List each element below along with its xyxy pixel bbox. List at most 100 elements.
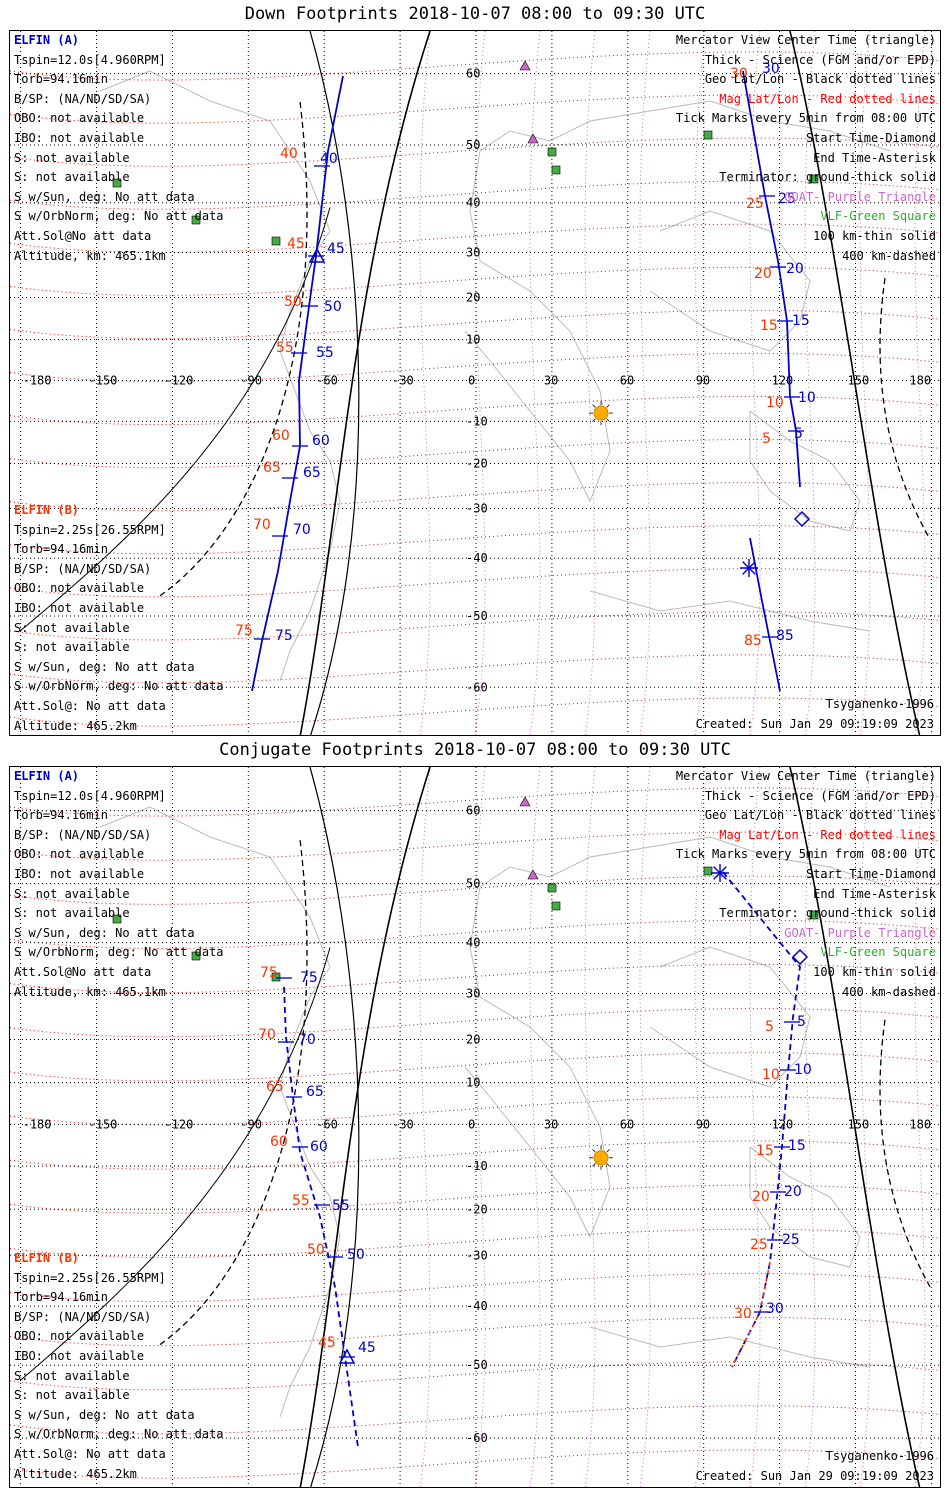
conj-map: -180-150-120-90-60-300306090120150180706… (9, 766, 941, 1488)
mag-lon-line (584, 31, 596, 735)
mag-lon-line (804, 767, 816, 1487)
sun-ray (606, 1148, 610, 1153)
vlf-station-square (112, 178, 122, 188)
mag-lat-line (10, 568, 940, 598)
altitude-400km-curve (159, 101, 308, 597)
mag-lat-line (10, 352, 940, 383)
sat-name-sat_a: ELFIN (A) (14, 769, 80, 783)
elfin-a-mag-label: 55 (276, 340, 294, 356)
legend-item: 100 km-thin solid (813, 964, 936, 979)
coastline (99, 70, 331, 392)
lon-tick-label: 60 (620, 373, 634, 387)
vlf-station-square (703, 130, 713, 140)
elfin-a-mag-label: 75 (260, 965, 278, 981)
info-line: IBO: not available (14, 600, 145, 615)
vlf-station-square (703, 866, 713, 876)
info-line: Tspin=2.25s[26.55RPM] (14, 522, 166, 537)
info-line: S: not available (14, 640, 130, 655)
sun-ray (592, 404, 596, 408)
info-line: S: not available (14, 1388, 130, 1403)
lon-tick-label: -60 (316, 373, 338, 387)
lon-tick-label: -60 (316, 1117, 338, 1131)
elfin-a-mag-label: 70 (258, 1027, 276, 1043)
info-line: S w/OrbNorm, deg: No att data (14, 209, 224, 224)
info-line: Torb=94.16min (14, 808, 108, 823)
elfin-a-time-label: 40 (320, 151, 338, 167)
vlf-station-square (112, 914, 122, 924)
elfin-a-mag-label: 50 (284, 294, 302, 310)
info-line: Tspin=2.25s[26.55RPM] (14, 1270, 166, 1285)
mag-lat-line (10, 919, 940, 949)
mag-lat-line (10, 875, 940, 905)
goat-station-triangle (527, 869, 539, 880)
elfin-a-mag-label: 55 (292, 1193, 310, 1209)
info-line: Altitude: 465.2km (14, 1466, 137, 1481)
elfin-a-time-label: 55 (332, 1198, 350, 1214)
lat-tick-label: -30 (466, 1248, 488, 1262)
lat-tick-label: 30 (466, 245, 480, 259)
elfin-a-mag-label: 45 (318, 1335, 336, 1351)
info-sat_b: ELFIN (B) Tspin=2.25s[26.55RPM] Torb=94.16… (14, 1249, 224, 1484)
elfin-a-mag-label: 50 (307, 1242, 325, 1258)
elfin-a-mag-label: 65 (266, 1079, 284, 1095)
elfin-b-mag-label: 5 (765, 1019, 774, 1035)
legend-item: Terminator: ground-thick solid (719, 170, 936, 185)
info-line: B/SP: (NA/ND/SD/SA) (14, 561, 152, 576)
sat-name-sat_b: ELFIN (B) (14, 503, 80, 517)
mag-lat-line (10, 1361, 940, 1391)
mag-lon-line (584, 767, 596, 1487)
elfin-b-time-label: 30 (762, 61, 780, 77)
lat-tick-label: -20 (466, 1202, 488, 1216)
mag-lat-line (10, 1272, 940, 1303)
elfin-a-time-label: 70 (293, 522, 311, 538)
info-line: B/SP: (NA/ND/SD/SA) (14, 91, 152, 106)
mag-lat-line (10, 697, 940, 727)
mag-lat-line (10, 266, 940, 296)
mag-lon-line (859, 31, 871, 735)
center-time-triangle (338, 1348, 356, 1364)
elfin-a-mag-label: 65 (263, 460, 281, 476)
elfin-b-mag-label: 85 (744, 633, 762, 649)
mag-lon-line (529, 31, 541, 735)
elfin-a-track-west (283, 986, 359, 1448)
elfin-b-time-label: 5 (797, 1014, 806, 1030)
legend-item: Mag Lat/Lon - Red dotted lines (719, 91, 936, 106)
lat-tick-label: 10 (466, 333, 480, 347)
info-line: B/SP: (NA/ND/SD/SA) (14, 827, 152, 842)
vlf-station-square (547, 883, 557, 893)
sat-name-sat_a: ELFIN (A) (14, 33, 80, 47)
info-line: Tspin=12.0s[4.960RPM] (14, 788, 166, 803)
terminator-ground (299, 31, 431, 735)
lat-tick-label: -40 (466, 1299, 488, 1313)
model-label: Tsyganenko-1996 (825, 697, 934, 711)
info-line: Altitude, km: 465.1km (14, 984, 166, 999)
mag-lat-line (10, 1008, 940, 1038)
start-time-diamond (791, 948, 809, 966)
info-line: S: not available (14, 1368, 130, 1383)
info-line: S w/Sun, deg: No att data (14, 1407, 195, 1422)
elfin-b-mag-label: 25 (750, 1237, 768, 1253)
down-map: -180-150-120-90-60-300306090120150180706… (9, 30, 941, 736)
elfin-a-track-east-south (749, 537, 781, 692)
vlf-station-square (551, 165, 561, 175)
legend-item: VLF-Green Square (820, 945, 936, 960)
vlf-station-square (809, 174, 819, 184)
mag-lon-line (694, 31, 706, 735)
elfin-b-mag-label: 15 (756, 1143, 774, 1159)
mag-lon-line (749, 31, 761, 735)
legend: Mercator View Center Time (triangle) Thic… (676, 31, 936, 266)
elfin-a-time-label: 45 (358, 1340, 376, 1356)
lon-tick-label: -180 (23, 373, 52, 387)
mag-lat-line (10, 1184, 940, 1214)
lat-tick-label: 60 (466, 804, 480, 818)
created-timestamp: Created: Sun Jan 29 09:19:09 2023 (695, 717, 934, 731)
altitude-400km-curve-east (879, 278, 931, 540)
legend-item: 400 km-dashed (842, 984, 936, 999)
elfin-b-mag-label: 25 (746, 196, 764, 212)
created-timestamp: Created: Sun Jan 29 09:19:09 2023 (695, 1469, 934, 1483)
elfin-a-time-label: 45 (327, 241, 345, 257)
coastline (589, 590, 871, 632)
lon-tick-label: 30 (544, 1117, 558, 1131)
lon-tick-label: 180 (909, 1117, 931, 1131)
info-line: OBO: not available (14, 581, 145, 596)
